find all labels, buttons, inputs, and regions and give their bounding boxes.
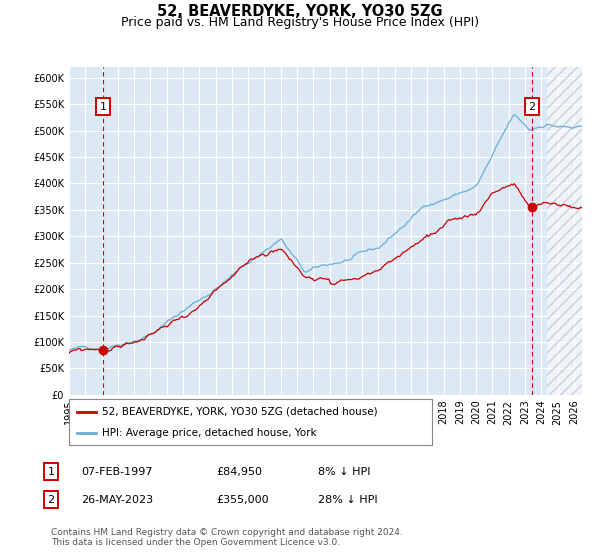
Text: HPI: Average price, detached house, York: HPI: Average price, detached house, York <box>101 428 316 438</box>
Text: 8% ↓ HPI: 8% ↓ HPI <box>318 466 371 477</box>
Text: 1: 1 <box>100 101 107 111</box>
Text: Contains HM Land Registry data © Crown copyright and database right 2024.
This d: Contains HM Land Registry data © Crown c… <box>51 528 403 547</box>
Text: 28% ↓ HPI: 28% ↓ HPI <box>318 494 377 505</box>
Text: £84,950: £84,950 <box>216 466 262 477</box>
Text: £355,000: £355,000 <box>216 494 269 505</box>
Text: 26-MAY-2023: 26-MAY-2023 <box>81 494 153 505</box>
Text: Price paid vs. HM Land Registry's House Price Index (HPI): Price paid vs. HM Land Registry's House … <box>121 16 479 29</box>
Text: 2: 2 <box>47 494 55 505</box>
Text: 52, BEAVERDYKE, YORK, YO30 5ZG: 52, BEAVERDYKE, YORK, YO30 5ZG <box>157 4 443 19</box>
Text: 1: 1 <box>47 466 55 477</box>
Text: 07-FEB-1997: 07-FEB-1997 <box>81 466 152 477</box>
Text: 52, BEAVERDYKE, YORK, YO30 5ZG (detached house): 52, BEAVERDYKE, YORK, YO30 5ZG (detached… <box>101 407 377 417</box>
Text: 2: 2 <box>528 101 535 111</box>
